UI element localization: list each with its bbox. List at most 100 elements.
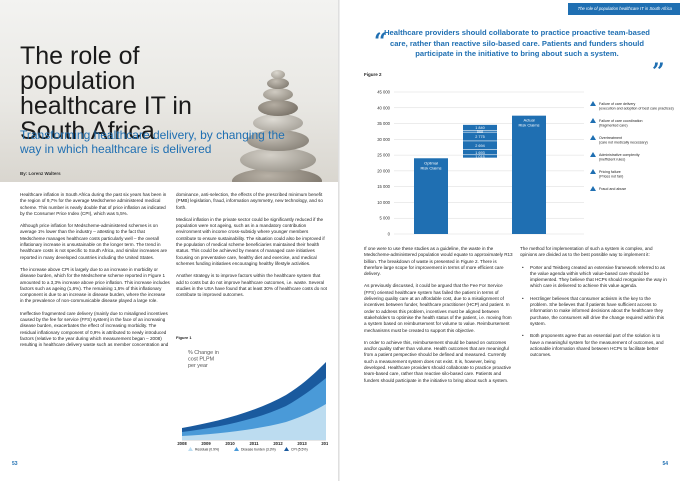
bar-label: Risk Claims	[420, 165, 441, 170]
left-column-2: dominance, anti-selection, the effects o…	[176, 192, 328, 304]
legend-label: Disease burden (3.3%)	[241, 448, 276, 452]
legend-label-detail: (execution and adoption of best care pra…	[599, 107, 674, 111]
legend-label: CPI (5.5%)	[291, 448, 308, 452]
legend-label: Pricing failure	[599, 170, 621, 174]
legend-label: Failure of care delivery	[599, 102, 636, 106]
year-label: 2009	[201, 441, 211, 446]
legend-label: Overtreatment	[599, 136, 622, 140]
figure-1: Figure 1 % Change in cost PLPM per year …	[176, 335, 331, 453]
bullet-item: Porter and Teisberg created an extensive…	[520, 265, 668, 290]
figure-2-chart: Figure 2 0 5 000 10 000 15 000 20 000 25 000 3…	[364, 72, 674, 237]
quote-close-mark: ”	[652, 59, 665, 85]
legend-label-detail: (Prices not fair)	[599, 175, 623, 179]
right-column-1: If one were to use these studies as a gu…	[364, 246, 514, 390]
page-subtitle: Transforming healthcare delivery, by cha…	[20, 128, 285, 156]
legend-triangle-icon	[590, 135, 596, 140]
running-head: The role of population healthcare IT in …	[567, 3, 680, 15]
legend-triangle-icon	[590, 101, 596, 106]
legend-label-detail: (fragmented care)	[599, 124, 628, 128]
hero-image: The role of population healthcare IT in …	[0, 0, 340, 182]
paragraph: Healthcare inflation in South Africa dur…	[20, 192, 167, 216]
paragraph: Ineffective fragmented care delivery (ma…	[20, 310, 169, 348]
figure-1-label: Figure 1	[176, 335, 192, 340]
legend-triangle-icon	[590, 186, 596, 191]
y-tick-label: 0	[388, 232, 391, 237]
left-column-1: Healthcare inflation in South Africa dur…	[20, 192, 170, 355]
bullet-item: Both proponents agree that an essential …	[520, 333, 668, 358]
waterfall-step-bar	[463, 155, 497, 158]
year-label: 2008	[177, 441, 187, 446]
y-tick-label: 40 000	[377, 105, 390, 110]
figure-1-area-chart: % Change in cost PLPM per year 2008 2009 2…	[177, 350, 331, 452]
inner-label-line: % Change in	[188, 350, 219, 356]
legend-label: Failure of care coordination	[599, 119, 643, 123]
legend-swatch	[284, 447, 289, 451]
year-label: 2011	[249, 441, 259, 446]
y-tick-label: 30 000	[377, 137, 390, 142]
left-page: The role of population healthcare IT in …	[0, 0, 340, 467]
waterfall-step-bar	[463, 130, 497, 132]
y-tick-label: 15 000	[377, 184, 390, 189]
figure-2-y-tick-labels: 0 5 000 10 000 15 000 20 000 25 000 30 000 35 0…	[377, 90, 390, 237]
bar-actual-risk-claims	[512, 115, 546, 234]
legend-label-detail: (care not medically necessary)	[599, 141, 648, 145]
paragraph: Another strategy is to improve factors w…	[176, 273, 327, 298]
y-tick-label: 25 000	[377, 153, 390, 158]
legend-label: Administrative complexity	[599, 153, 640, 157]
paragraph: In order to achieve this, reimbursement …	[364, 339, 512, 383]
pebble	[267, 78, 289, 89]
inner-label-line: cost PLPM	[188, 357, 215, 363]
figure-2-title: Figure 2	[364, 72, 382, 77]
legend-swatch	[234, 447, 239, 451]
pebble	[240, 148, 316, 172]
right-column-2: The method for implementation of such a …	[520, 246, 668, 364]
bullet-list: Porter and Teisberg created an extensive…	[520, 265, 668, 359]
paragraph: If one were to use these studies as a gu…	[364, 246, 513, 277]
year-label: 2012	[273, 441, 283, 446]
waterfall-step-bar	[463, 149, 497, 155]
pebble-stack-image	[232, 168, 322, 182]
pebble	[271, 70, 285, 79]
legend-triangle-icon	[590, 152, 596, 157]
legend-triangle-icon	[590, 118, 596, 123]
waterfall-step-label: 2 775	[475, 135, 485, 139]
y-tick-label: 45 000	[377, 90, 390, 95]
paragraph: Medical inflation in the private sector …	[176, 216, 325, 266]
paragraph: Although price inflation for Medscheme-a…	[20, 223, 168, 260]
y-tick-label: 5 000	[380, 216, 391, 221]
residual-area	[182, 404, 326, 440]
bullet-item: Herzlinger believes that consumer activi…	[520, 296, 668, 327]
legend-label-detail: (inefficient rules)	[599, 158, 625, 162]
page-number-right: 54	[662, 461, 668, 467]
year-label: 2010	[225, 441, 235, 446]
pull-quote: Healthcare providers should collaborate …	[384, 28, 650, 58]
y-tick-label: 10 000	[377, 200, 390, 205]
paragraph: The method for implementation of such a …	[520, 246, 653, 258]
bar-label: Actual	[523, 118, 534, 123]
right-page: The role of population healthcare IT in …	[340, 0, 680, 481]
bar-optimal-risk-claims	[414, 158, 448, 234]
figure-1-year-labels: 2008 2009 2010 2011 2012 2013 2014	[177, 441, 331, 446]
waterfall-step-label: 1 016	[475, 155, 485, 159]
page-number-left: 53	[12, 461, 18, 467]
bar-label: Risk Claims	[518, 123, 539, 128]
waterfall-step-label: 1 840	[475, 126, 485, 130]
waterfall-step-bar	[463, 141, 497, 150]
waterfall-step-bar	[463, 132, 497, 141]
waterfall-step-label: 1 693	[475, 151, 485, 155]
bar-label: Optimal	[424, 160, 438, 165]
y-tick-label: 20 000	[377, 168, 390, 173]
pebble	[258, 100, 298, 116]
figure-1-inner-label: % Change in cost PLPM per year	[188, 350, 220, 369]
page-title: The role of population healthcare IT in …	[20, 42, 192, 145]
y-tick-label: 35 000	[377, 121, 390, 126]
year-label: 2013	[297, 441, 307, 446]
legend-triangle-icon	[590, 169, 596, 174]
waterfall-step-label: 2 694	[475, 144, 485, 148]
waterfall-step-label: 568	[477, 130, 483, 134]
paragraph: The increase above CPI is largely due to…	[20, 266, 170, 304]
pebble	[263, 88, 293, 101]
legend-label: Residual (0.9%)	[195, 448, 219, 452]
paragraph: dominance, anti-selection, the effects o…	[176, 192, 323, 210]
